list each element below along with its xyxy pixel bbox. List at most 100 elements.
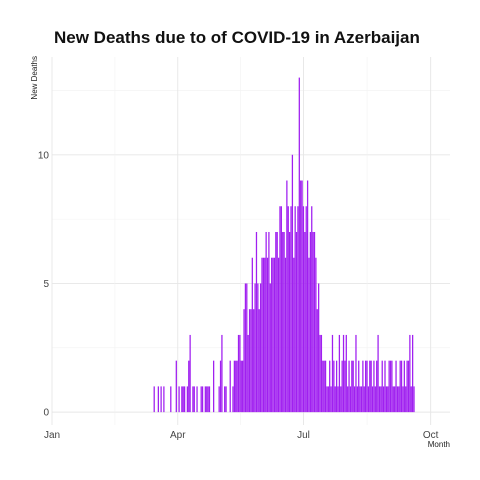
bar (261, 257, 263, 413)
bar (275, 231, 277, 413)
bar (366, 360, 368, 413)
bar (353, 386, 356, 413)
bar (182, 386, 184, 413)
bars (153, 77, 415, 413)
bar (262, 257, 265, 413)
bar (407, 360, 410, 413)
x-tick-label: Jul (297, 430, 310, 441)
bar (283, 231, 285, 413)
bar (280, 206, 282, 413)
bar (331, 334, 334, 413)
bar (290, 206, 292, 413)
bar (406, 360, 408, 413)
bar (311, 206, 313, 413)
bar (259, 283, 262, 413)
bar (284, 257, 287, 413)
bar (387, 386, 389, 413)
bar (246, 283, 248, 413)
bar (186, 386, 189, 413)
bar (232, 386, 234, 413)
bar (382, 386, 385, 413)
bar (295, 231, 298, 413)
bar (316, 309, 318, 413)
bar (370, 360, 372, 413)
bar (157, 386, 159, 413)
bar (395, 360, 397, 413)
bar (237, 334, 240, 413)
y-axis-title: New Deaths (30, 56, 39, 100)
bar (298, 77, 300, 413)
bar (389, 360, 392, 413)
bar (313, 231, 316, 413)
bar (272, 257, 274, 413)
bar (301, 180, 303, 413)
bar (206, 386, 208, 413)
bar (196, 386, 198, 413)
bar (355, 334, 357, 413)
bar (181, 386, 183, 413)
bar (243, 309, 245, 413)
bar (153, 386, 155, 413)
bar (269, 283, 271, 413)
bar (257, 283, 259, 413)
bar (291, 154, 294, 413)
bar (318, 283, 320, 413)
bar (277, 257, 280, 413)
bar (239, 334, 241, 413)
bar (287, 206, 289, 413)
bar (360, 386, 363, 413)
bar (340, 386, 342, 413)
bar (402, 386, 404, 413)
bar (388, 360, 390, 413)
bar (264, 257, 266, 413)
bar (204, 386, 206, 413)
bar (337, 386, 339, 413)
bar (374, 386, 376, 413)
bar (335, 360, 338, 413)
bar (242, 360, 244, 413)
bar (244, 283, 247, 413)
bar (183, 386, 186, 413)
bar (358, 360, 360, 413)
bar (306, 180, 309, 413)
bar (326, 386, 328, 413)
bar (268, 231, 270, 413)
bar (251, 257, 253, 413)
bar (377, 334, 379, 413)
bar (323, 360, 325, 413)
bar (193, 386, 195, 413)
bar (365, 360, 367, 413)
bar (294, 206, 296, 413)
bar (396, 386, 399, 413)
bar (225, 386, 227, 413)
bar (403, 360, 405, 413)
bar (308, 257, 310, 413)
bar (201, 386, 204, 413)
bar (213, 360, 215, 413)
bar (405, 386, 407, 413)
bar (394, 386, 396, 413)
bar (352, 360, 354, 413)
bar (304, 231, 306, 413)
bar (338, 334, 341, 413)
bar (254, 283, 256, 413)
y-tick-label: 10 (38, 150, 50, 161)
y-tick-label: 0 (43, 408, 49, 419)
bar (286, 180, 288, 413)
bar (253, 309, 255, 413)
bar (258, 309, 260, 413)
bar (221, 334, 223, 413)
bar (302, 206, 305, 413)
bar (273, 257, 276, 413)
bar (413, 386, 415, 413)
grid (51, 57, 450, 425)
bar (400, 360, 403, 413)
bar (378, 386, 381, 413)
bar (271, 257, 273, 413)
bar (265, 231, 267, 413)
bar (381, 360, 383, 413)
bar (376, 360, 378, 413)
bar (255, 231, 258, 413)
bar (208, 386, 211, 413)
bar (309, 231, 311, 413)
